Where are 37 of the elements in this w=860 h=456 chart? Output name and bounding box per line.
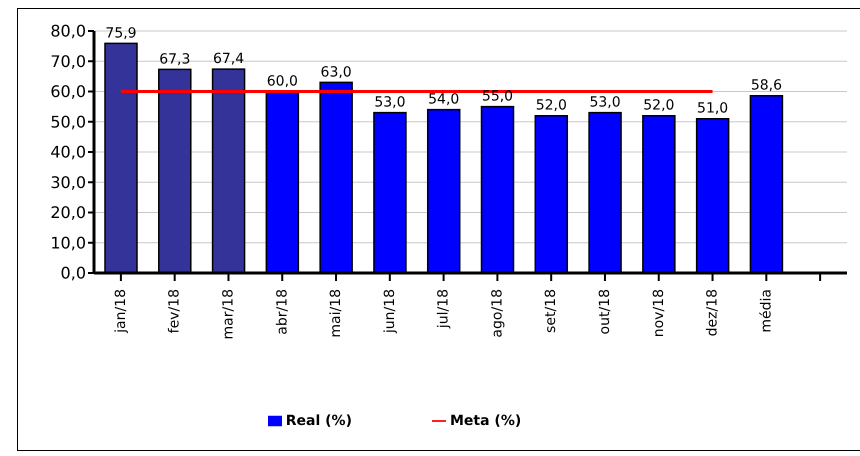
y-tick-label: 50,0: [50, 112, 86, 132]
x-tick-label: jan/18: [112, 289, 129, 334]
data-label: 55,0: [482, 88, 514, 105]
y-tick-label: 60,0: [50, 82, 86, 102]
data-label: 52,0: [536, 98, 567, 114]
data-label: 75,9: [105, 25, 137, 42]
y-tick-label: 10,0: [50, 233, 86, 252]
y-tick-label: 0,0: [60, 264, 86, 283]
data-label: 67,4: [212, 51, 244, 68]
x-tick-label: ago/18: [489, 289, 506, 338]
data-label: 54,0: [428, 92, 460, 108]
x-tick-label: jul/18: [436, 289, 452, 330]
y-tick-label: 20,0: [50, 203, 86, 222]
x-tick-label: fev/18: [166, 289, 183, 334]
data-label: 58,6: [750, 78, 782, 94]
y-tick-label: 40,0: [50, 142, 86, 162]
x-tick-label: out/18: [596, 289, 613, 334]
data-label: 60,0: [266, 74, 298, 90]
x-tick-label: média: [758, 289, 774, 333]
x-tick-label: mar/18: [220, 289, 236, 340]
x-tick-label: abr/18: [274, 289, 290, 335]
data-label: 53,0: [589, 94, 621, 111]
x-tick-label: nov/18: [650, 289, 667, 338]
y-tick-label: 30,0: [50, 172, 86, 192]
x-tick-label: mai/18: [328, 289, 344, 338]
data-label: 53,0: [374, 94, 406, 111]
x-tick-label: dez/18: [704, 289, 721, 336]
x-tick-label: set/18: [543, 289, 560, 333]
data-label: 67,3: [159, 51, 190, 68]
y-tick-label: 70,0: [50, 52, 86, 71]
x-tick-label: jun/18: [382, 289, 398, 334]
y-tick-label: 80,0: [50, 22, 86, 41]
legend-label: Meta (%): [450, 413, 522, 429]
legend-label: Real (%): [286, 413, 352, 429]
data-label: 51,0: [697, 100, 728, 117]
data-label: 63,0: [320, 64, 352, 80]
data-label: 52,0: [643, 98, 674, 114]
